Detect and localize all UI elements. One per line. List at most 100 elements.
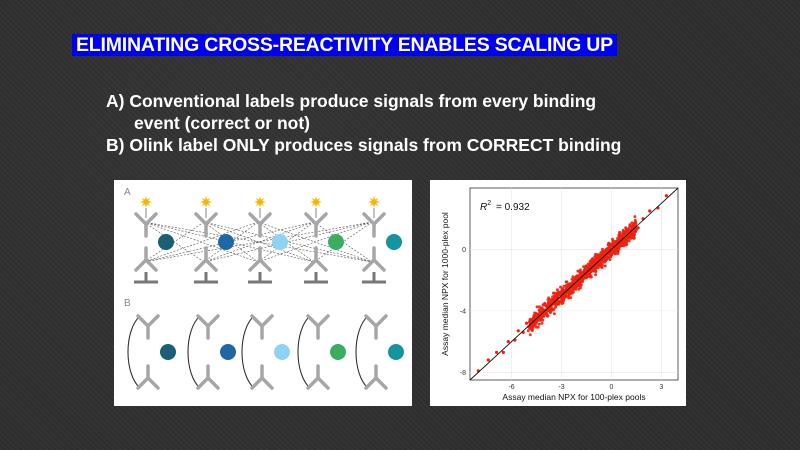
antigen-circle [330, 344, 346, 360]
fit-line [469, 187, 679, 381]
top-antibody-icon [362, 212, 386, 238]
data-point [506, 340, 510, 344]
data-point [601, 247, 604, 251]
bottom-antibody-icon [250, 364, 274, 390]
data-point [633, 220, 637, 224]
data-point [555, 288, 559, 292]
x-axis-label: Assay median NPX for 100-plex pools [502, 392, 645, 402]
data-point [554, 296, 558, 300]
data-point [579, 271, 583, 275]
data-point [551, 295, 555, 299]
data-point [552, 312, 556, 316]
panel-a-label: A [124, 187, 131, 198]
data-point [617, 233, 621, 237]
data-point [525, 321, 529, 325]
axis-ticks: -6 -3 0 3 0 -4 -8 [460, 247, 664, 391]
antibody-schematic-figure: A B [114, 180, 412, 406]
cross-reactive-link [203, 221, 373, 263]
data-point [569, 296, 573, 300]
oligo-link-arc [187, 315, 201, 389]
oligo-link-arc [355, 315, 369, 389]
label-star-icon [310, 196, 322, 208]
data-point [516, 329, 520, 333]
data-point [592, 269, 596, 273]
antigen-circle [158, 234, 174, 250]
data-point [553, 291, 557, 295]
cross-reactive-link [257, 221, 315, 263]
bottom-antibody-icon [304, 246, 328, 272]
panel-b-label: B [124, 298, 131, 309]
r2-value: = 0.932 [496, 202, 530, 213]
data-point [624, 241, 628, 245]
data-point [536, 318, 540, 322]
x-tick-label: 0 [609, 384, 613, 391]
oligo-link-arc [241, 315, 255, 389]
data-point [575, 274, 579, 278]
data-point [619, 241, 623, 245]
data-point [532, 324, 536, 328]
bottom-antibody-icon [248, 246, 272, 272]
top-antibody-icon [304, 212, 328, 238]
x-tick-label: -6 [508, 384, 514, 391]
bottom-antibody-icon [194, 246, 218, 272]
top-antibody-icon [196, 314, 220, 340]
cross-reactive-link [143, 221, 373, 263]
top-antibody-icon [134, 212, 158, 238]
data-point [627, 226, 631, 230]
r2-label: R2 [480, 200, 491, 213]
data-point [571, 281, 575, 285]
antigen-circle [388, 344, 404, 360]
cross-reactive-link [143, 221, 315, 263]
data-point [561, 287, 565, 291]
x-tick-label: -3 [558, 384, 564, 391]
data-point [495, 350, 499, 354]
x-tick-label: 3 [659, 384, 663, 391]
data-point [531, 326, 535, 330]
data-point [530, 329, 534, 332]
bottom-antibody-icon [306, 364, 330, 390]
data-point [577, 287, 581, 291]
data-point [594, 255, 598, 259]
data-point [558, 300, 562, 304]
antigen-circle [218, 234, 234, 250]
bullet-a-line2: event (correct or not) [134, 113, 310, 133]
antibody-pair-b [127, 314, 176, 390]
bullet-list: A) Conventional labels produce signals f… [106, 90, 746, 156]
panel-b-olink [127, 314, 404, 390]
data-point [547, 296, 551, 300]
top-antibody-icon [364, 314, 388, 340]
cross-reactive-link [143, 221, 259, 263]
data-point [664, 194, 668, 198]
label-star-icon [368, 196, 380, 208]
antigen-circle [220, 344, 236, 360]
label-star-icon [140, 196, 152, 208]
bottom-antibody-icon [196, 364, 220, 390]
antibody-pair-a [304, 196, 344, 284]
bottom-antibody-icon [362, 246, 386, 272]
data-point [543, 303, 547, 306]
bullet-b: B) Olink label ONLY produces signals fro… [106, 134, 746, 156]
data-point [547, 309, 551, 313]
y-tick-label: -4 [460, 308, 466, 315]
data-point [590, 262, 594, 266]
data-point [599, 254, 603, 258]
data-point [611, 237, 614, 241]
data-point [606, 243, 610, 247]
data-point [573, 287, 577, 291]
data-point [648, 209, 652, 213]
data-point [559, 285, 563, 289]
data-point [622, 230, 626, 234]
data-point [581, 277, 585, 281]
data-point [622, 244, 626, 248]
data-point [632, 230, 636, 234]
data-point [583, 265, 587, 269]
npx-scatter-figure: -6 -3 0 3 0 -4 -8 R2 = 0.932 Assay median NPX … [430, 180, 686, 406]
antigen-circle [328, 234, 344, 250]
data-point [627, 239, 631, 243]
antibody-pair-b [241, 314, 290, 390]
data-point [561, 301, 565, 305]
data-point [578, 268, 582, 272]
data-point [597, 253, 601, 257]
data-point [564, 293, 568, 297]
data-point [610, 243, 614, 247]
